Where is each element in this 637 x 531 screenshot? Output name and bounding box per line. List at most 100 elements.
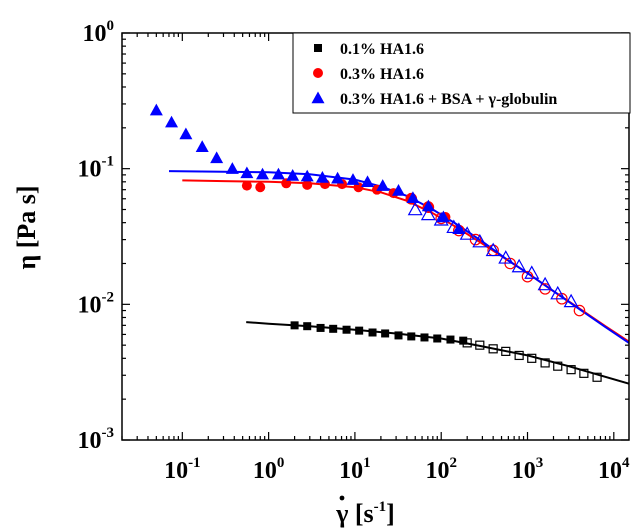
data-point-open (573, 304, 586, 317)
data-point-open (539, 283, 551, 295)
x-tick-label-exp: 4 (622, 455, 630, 471)
x-axis-unit-exp: -1 (374, 499, 387, 515)
data-point (302, 179, 313, 190)
data-point (329, 324, 338, 333)
data-point-open (524, 265, 540, 279)
x-axis-unit-close: ] (386, 499, 395, 528)
x-tick-label: 104 (598, 455, 630, 484)
y-tick-label-base: 10 (78, 292, 102, 318)
x-axis-dot (339, 495, 345, 501)
data-point-open (498, 250, 514, 264)
x-axis-title: γ [s-1] (335, 495, 395, 528)
legend-label: 0.1% HA1.6 (340, 41, 424, 58)
data-point-open (540, 358, 550, 368)
data-point (406, 191, 420, 203)
data-point (407, 332, 416, 341)
y-tick-label-exp: -3 (102, 425, 115, 441)
x-tick-label: 10-1 (164, 455, 201, 484)
data-point (446, 335, 455, 344)
data-point (303, 322, 312, 331)
legend-label: 0.3% HA1.6 + BSA + γ-globulin (340, 91, 557, 108)
data-point (316, 323, 325, 332)
legend-label: 0.3% HA1.6 (340, 66, 424, 83)
data-point-open (592, 372, 602, 382)
x-axis-title-text: γ [s-1] (335, 499, 395, 528)
data-point (355, 326, 364, 335)
x-axis-symbol: γ (335, 499, 348, 528)
x-tick-label-exp: -1 (188, 455, 201, 471)
data-point-open (527, 353, 537, 363)
data-point-open (485, 242, 501, 257)
legend-marker (314, 44, 322, 52)
data-point (195, 140, 209, 152)
fit-line (168, 170, 630, 344)
fit-line (182, 179, 630, 343)
data-point (225, 162, 239, 174)
data-point (459, 336, 468, 345)
data-point (149, 103, 163, 116)
data-point (381, 329, 390, 338)
data-point (436, 210, 450, 223)
data-point (290, 321, 299, 330)
x-tick-label-base: 10 (339, 458, 363, 484)
legend-entries: 0.1% HA1.6 0.3% HA1.6 0.3% HA1.6 + BSA + γ… (311, 41, 557, 108)
y-tick-label-exp: -1 (102, 154, 115, 170)
data-point-open (407, 201, 423, 216)
data-point (361, 175, 375, 188)
data-point-open (511, 258, 527, 273)
data-point (281, 178, 292, 189)
legend-marker (313, 68, 323, 78)
x-tick-label-base: 10 (512, 458, 536, 484)
data-point (392, 184, 406, 196)
fit-line (246, 321, 630, 385)
x-tick-label-base: 10 (164, 458, 188, 484)
data-point-open (579, 368, 589, 378)
data-point (368, 328, 377, 337)
data-point-open (472, 233, 488, 248)
y-tick-label-exp: 0 (107, 18, 115, 34)
data-point (433, 334, 442, 343)
data-point-open (420, 206, 436, 221)
data-points (149, 103, 602, 382)
x-tick-label: 102 (425, 455, 457, 484)
data-point (300, 169, 314, 182)
x-axis-unit: [s (355, 499, 374, 528)
data-point (165, 115, 179, 128)
x-tick-label-base: 10 (253, 458, 277, 484)
data-point-open (553, 361, 563, 371)
y-tick-label: 10-2 (78, 289, 115, 318)
data-point (342, 325, 351, 334)
y-axis-title: η [Pa s] (12, 185, 41, 269)
legend-marker (311, 91, 325, 104)
data-point (241, 180, 252, 191)
x-tick-label: 103 (512, 455, 544, 484)
y-tick-label-base: 10 (78, 157, 102, 183)
data-point (331, 171, 345, 184)
x-tick-label-exp: 3 (536, 455, 544, 471)
fit-lines (168, 170, 630, 385)
data-point (421, 199, 435, 212)
data-point (271, 167, 285, 180)
data-point (376, 179, 390, 191)
x-tick-label-exp: 2 (449, 455, 457, 471)
data-point-open (488, 344, 498, 354)
y-tick-label-base: 10 (78, 428, 102, 454)
y-tick-label: 10-1 (78, 154, 115, 183)
data-point-open (563, 293, 579, 308)
data-point (255, 182, 266, 193)
data-point (394, 331, 403, 340)
data-point (179, 127, 193, 140)
data-point (346, 173, 360, 185)
legend: 0.1% HA1.6 0.3% HA1.6 0.3% HA1.6 + BSA + γ… (292, 32, 631, 114)
y-tick-label-base: 10 (83, 21, 107, 47)
y-tick-label: 100 (83, 18, 115, 47)
data-point (210, 151, 224, 164)
x-tick-label: 101 (339, 455, 371, 484)
data-point (452, 222, 466, 235)
legend-box (292, 32, 631, 114)
y-tick-label: 10-3 (78, 425, 115, 454)
data-point-open (550, 285, 566, 300)
x-tick-label-exp: 0 (277, 455, 285, 471)
